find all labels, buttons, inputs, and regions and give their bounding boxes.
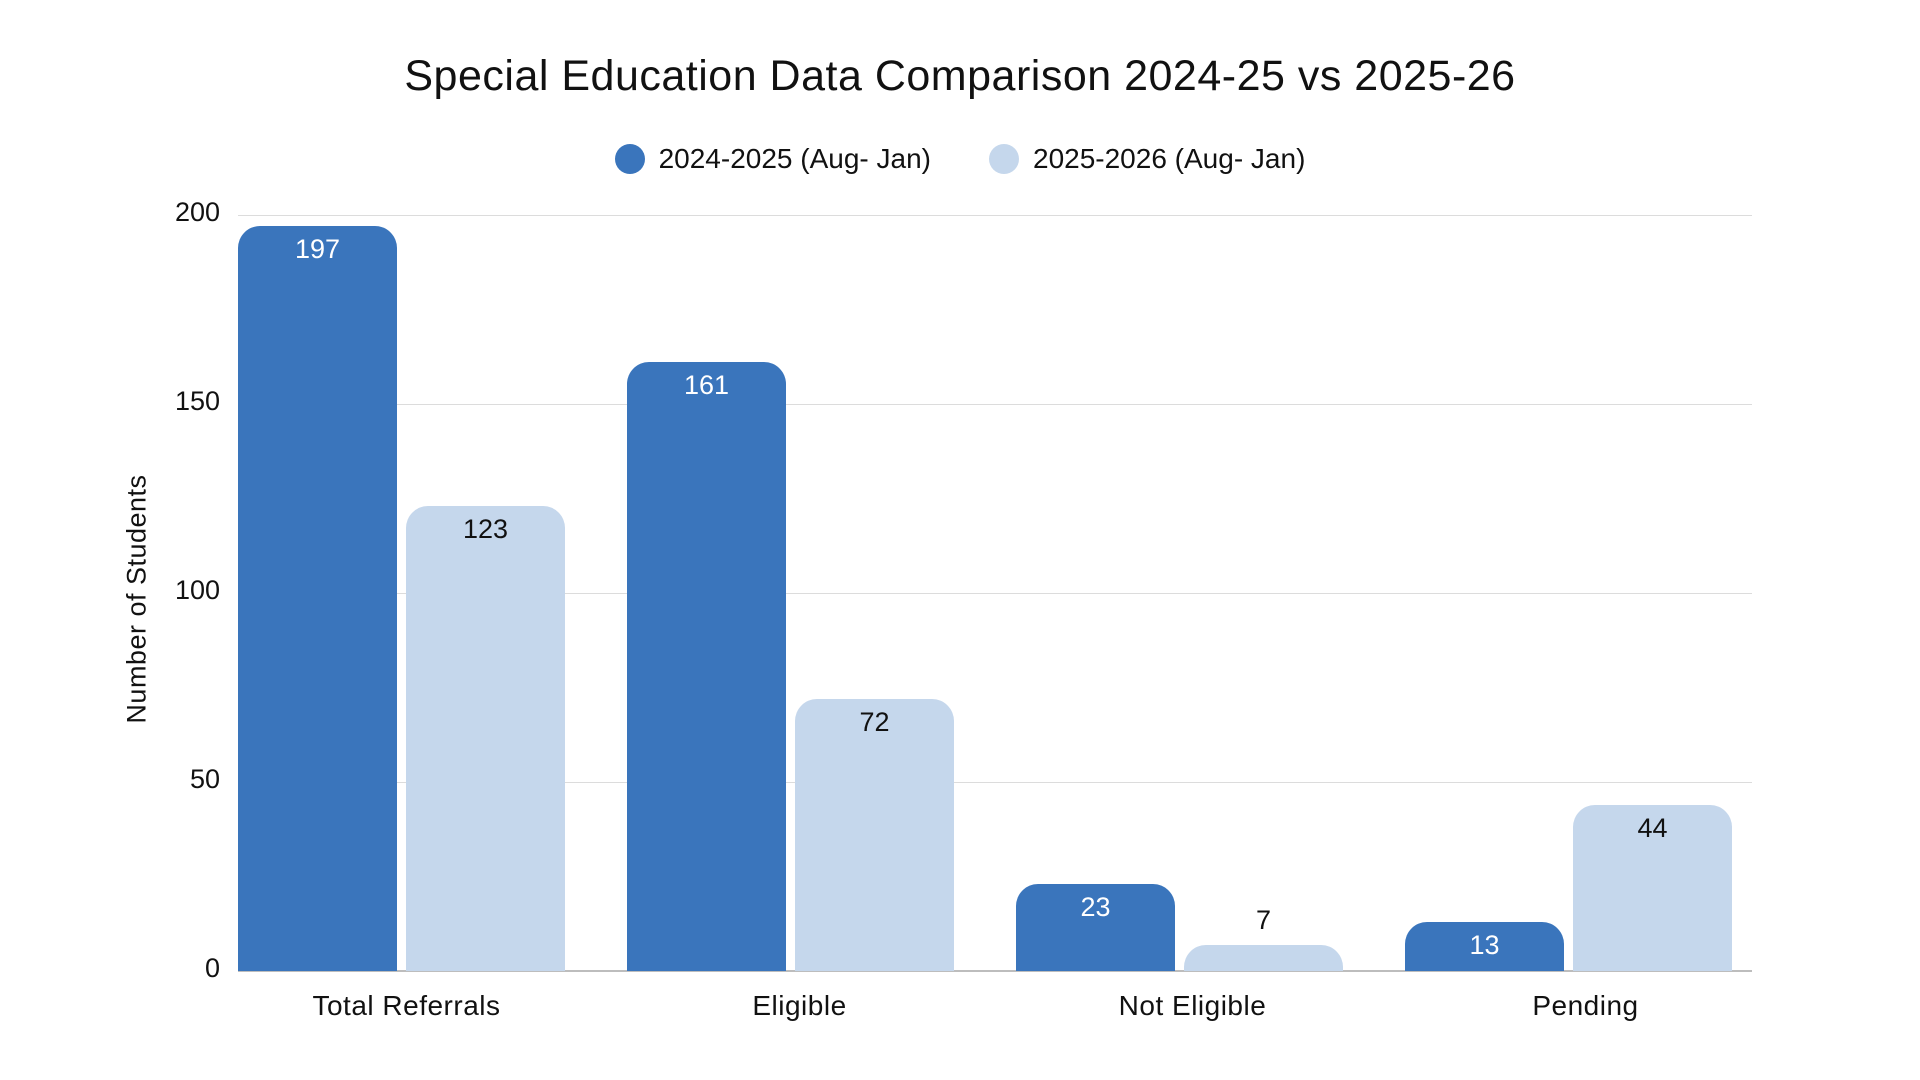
bar-value-label: 44 <box>1637 813 1668 843</box>
y-tick-0: 0 <box>204 953 220 983</box>
bar-value-label: 161 <box>683 370 730 400</box>
bar-value-label: 13 <box>1469 930 1500 960</box>
bar-pending-2025-2026[interactable]: 44 <box>1573 805 1732 971</box>
bar-pending-2024-2025[interactable]: 13 <box>1405 922 1564 971</box>
legend: 2024-2025 (Aug- Jan) 2025-2026 (Aug- Jan… <box>0 143 1920 175</box>
legend-dot-light-blue-icon <box>989 144 1019 174</box>
bar-total-referrals-2024-2025[interactable]: 197 <box>238 226 397 971</box>
y-tick-50: 50 <box>189 764 220 794</box>
gridline-150 <box>238 404 1752 405</box>
bar-value-label: 23 <box>1080 892 1111 922</box>
bar-value-label: 123 <box>462 514 509 544</box>
bar-not-eligible-2024-2025[interactable]: 23 <box>1016 884 1175 971</box>
bar-total-referrals-2025-2026[interactable]: 123 <box>406 506 565 971</box>
legend-item-2025-2026[interactable]: 2025-2026 (Aug- Jan) <box>989 143 1305 175</box>
x-tick-not-eligible: Not Eligible <box>1118 990 1267 1021</box>
x-axis-baseline <box>238 970 1752 972</box>
gridline-200 <box>238 215 1752 216</box>
bar-value-label: 72 <box>859 707 890 737</box>
x-tick-eligible: Eligible <box>752 990 847 1021</box>
bar-not-eligible-2025-2026[interactable]: 7 <box>1184 905 1343 971</box>
legend-label: 2024-2025 (Aug- Jan) <box>658 143 931 174</box>
bar-eligible-2025-2026[interactable]: 72 <box>795 699 954 971</box>
y-tick-150: 150 <box>174 386 220 416</box>
bar-value-label: 197 <box>294 234 341 264</box>
x-tick-total-referrals: Total Referrals <box>312 990 501 1021</box>
y-tick-100: 100 <box>174 575 220 605</box>
legend-dot-dark-blue-icon <box>614 144 645 174</box>
gridline-100 <box>238 593 1752 594</box>
legend-item-2024-2025[interactable]: 2024-2025 (Aug- Jan) <box>614 143 931 175</box>
bar-value-label: 7 <box>1255 905 1272 935</box>
legend-label: 2025-2026 (Aug- Jan) <box>1033 143 1306 174</box>
bar-eligible-2024-2025[interactable]: 161 <box>627 362 786 971</box>
plot-area: 200 150 100 50 0 197 123 161 72 23 7 13 … <box>175 197 1752 983</box>
y-tick-200: 200 <box>174 197 220 227</box>
x-tick-pending: Pending <box>1532 990 1639 1021</box>
gridline-50 <box>238 782 1752 783</box>
chart-title: Special Education Data Comparison 2024-2… <box>404 52 1516 100</box>
